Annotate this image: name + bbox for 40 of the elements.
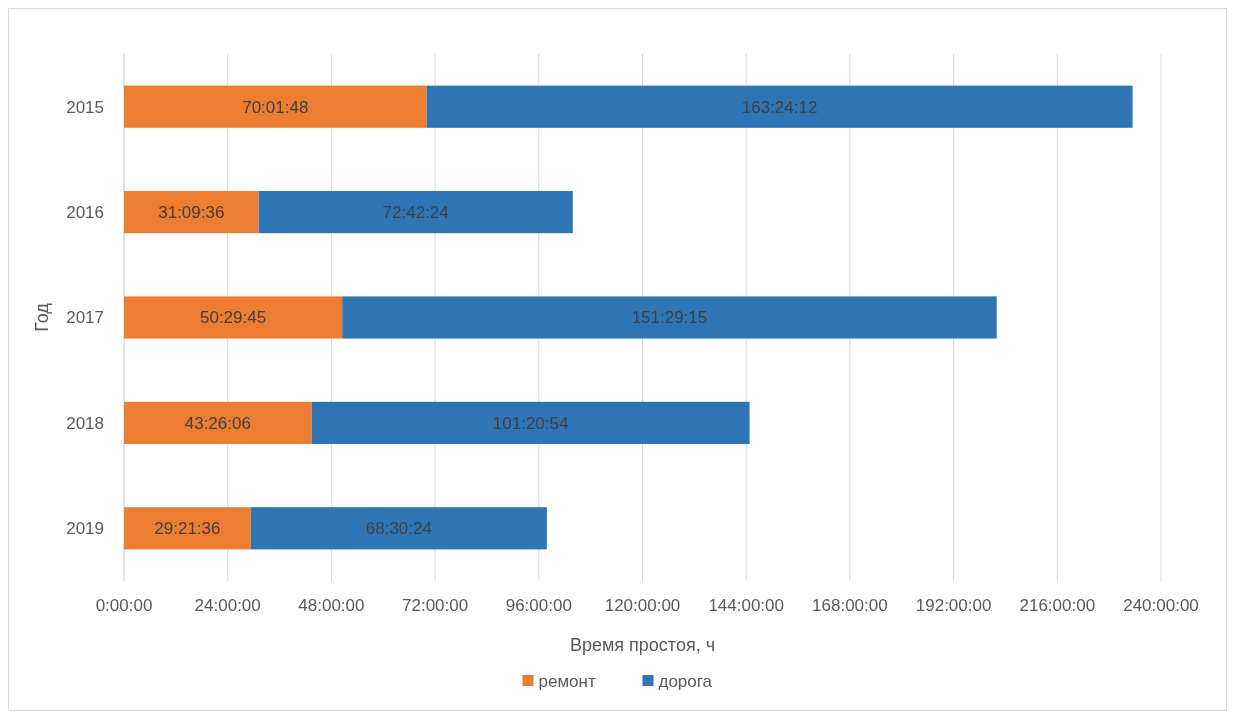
data-label: 68:30:24 <box>365 519 432 539</box>
y-tick-label: 2018 <box>66 413 104 433</box>
x-tick-label: 0:00:00 <box>95 596 153 615</box>
data-label: 163:24:12 <box>741 97 818 117</box>
x-tick-label: 24:00:00 <box>194 596 261 615</box>
x-tick-label: 72:00:00 <box>402 596 469 615</box>
data-label: 50:29:45 <box>200 308 267 328</box>
x-tick-label: 192:00:00 <box>915 596 992 615</box>
y-tick-label: 2019 <box>66 519 104 539</box>
x-tick-label: 216:00:00 <box>1019 596 1096 615</box>
y-tick-label: 2017 <box>66 308 104 328</box>
bar <box>124 191 259 234</box>
x-tick-label: 96:00:00 <box>505 596 572 615</box>
y-tick-label: 2016 <box>66 203 104 223</box>
bar <box>124 296 343 339</box>
bar <box>250 507 547 550</box>
bar <box>258 191 573 234</box>
x-tick-label: 48:00:00 <box>298 596 365 615</box>
legend-label: дорога <box>658 671 713 691</box>
data-label: 101:20:54 <box>492 413 569 433</box>
data-label: 72:42:24 <box>382 203 449 223</box>
x-tick-label: 120:00:00 <box>604 596 681 615</box>
bar <box>124 85 427 128</box>
bar <box>342 296 997 339</box>
legend-label: ремонт <box>538 671 596 691</box>
x-axis-title: Время простоя, ч <box>569 635 716 655</box>
y-tick-label: 2015 <box>66 97 104 117</box>
bar <box>124 401 312 444</box>
bar <box>124 507 251 550</box>
bar <box>311 401 750 444</box>
data-label: 31:09:36 <box>158 203 225 223</box>
x-tick-label: 168:00:00 <box>812 596 888 615</box>
y-axis-title: Год <box>32 302 52 332</box>
data-label: 29:21:36 <box>154 519 221 539</box>
data-label: 70:01:48 <box>242 97 309 117</box>
data-label: 43:26:06 <box>184 413 251 433</box>
x-tick-label: 240:00:00 <box>1123 596 1199 615</box>
bar <box>426 85 1133 128</box>
x-tick-label: 144:00:00 <box>708 596 785 615</box>
data-label: 151:29:15 <box>631 308 708 328</box>
